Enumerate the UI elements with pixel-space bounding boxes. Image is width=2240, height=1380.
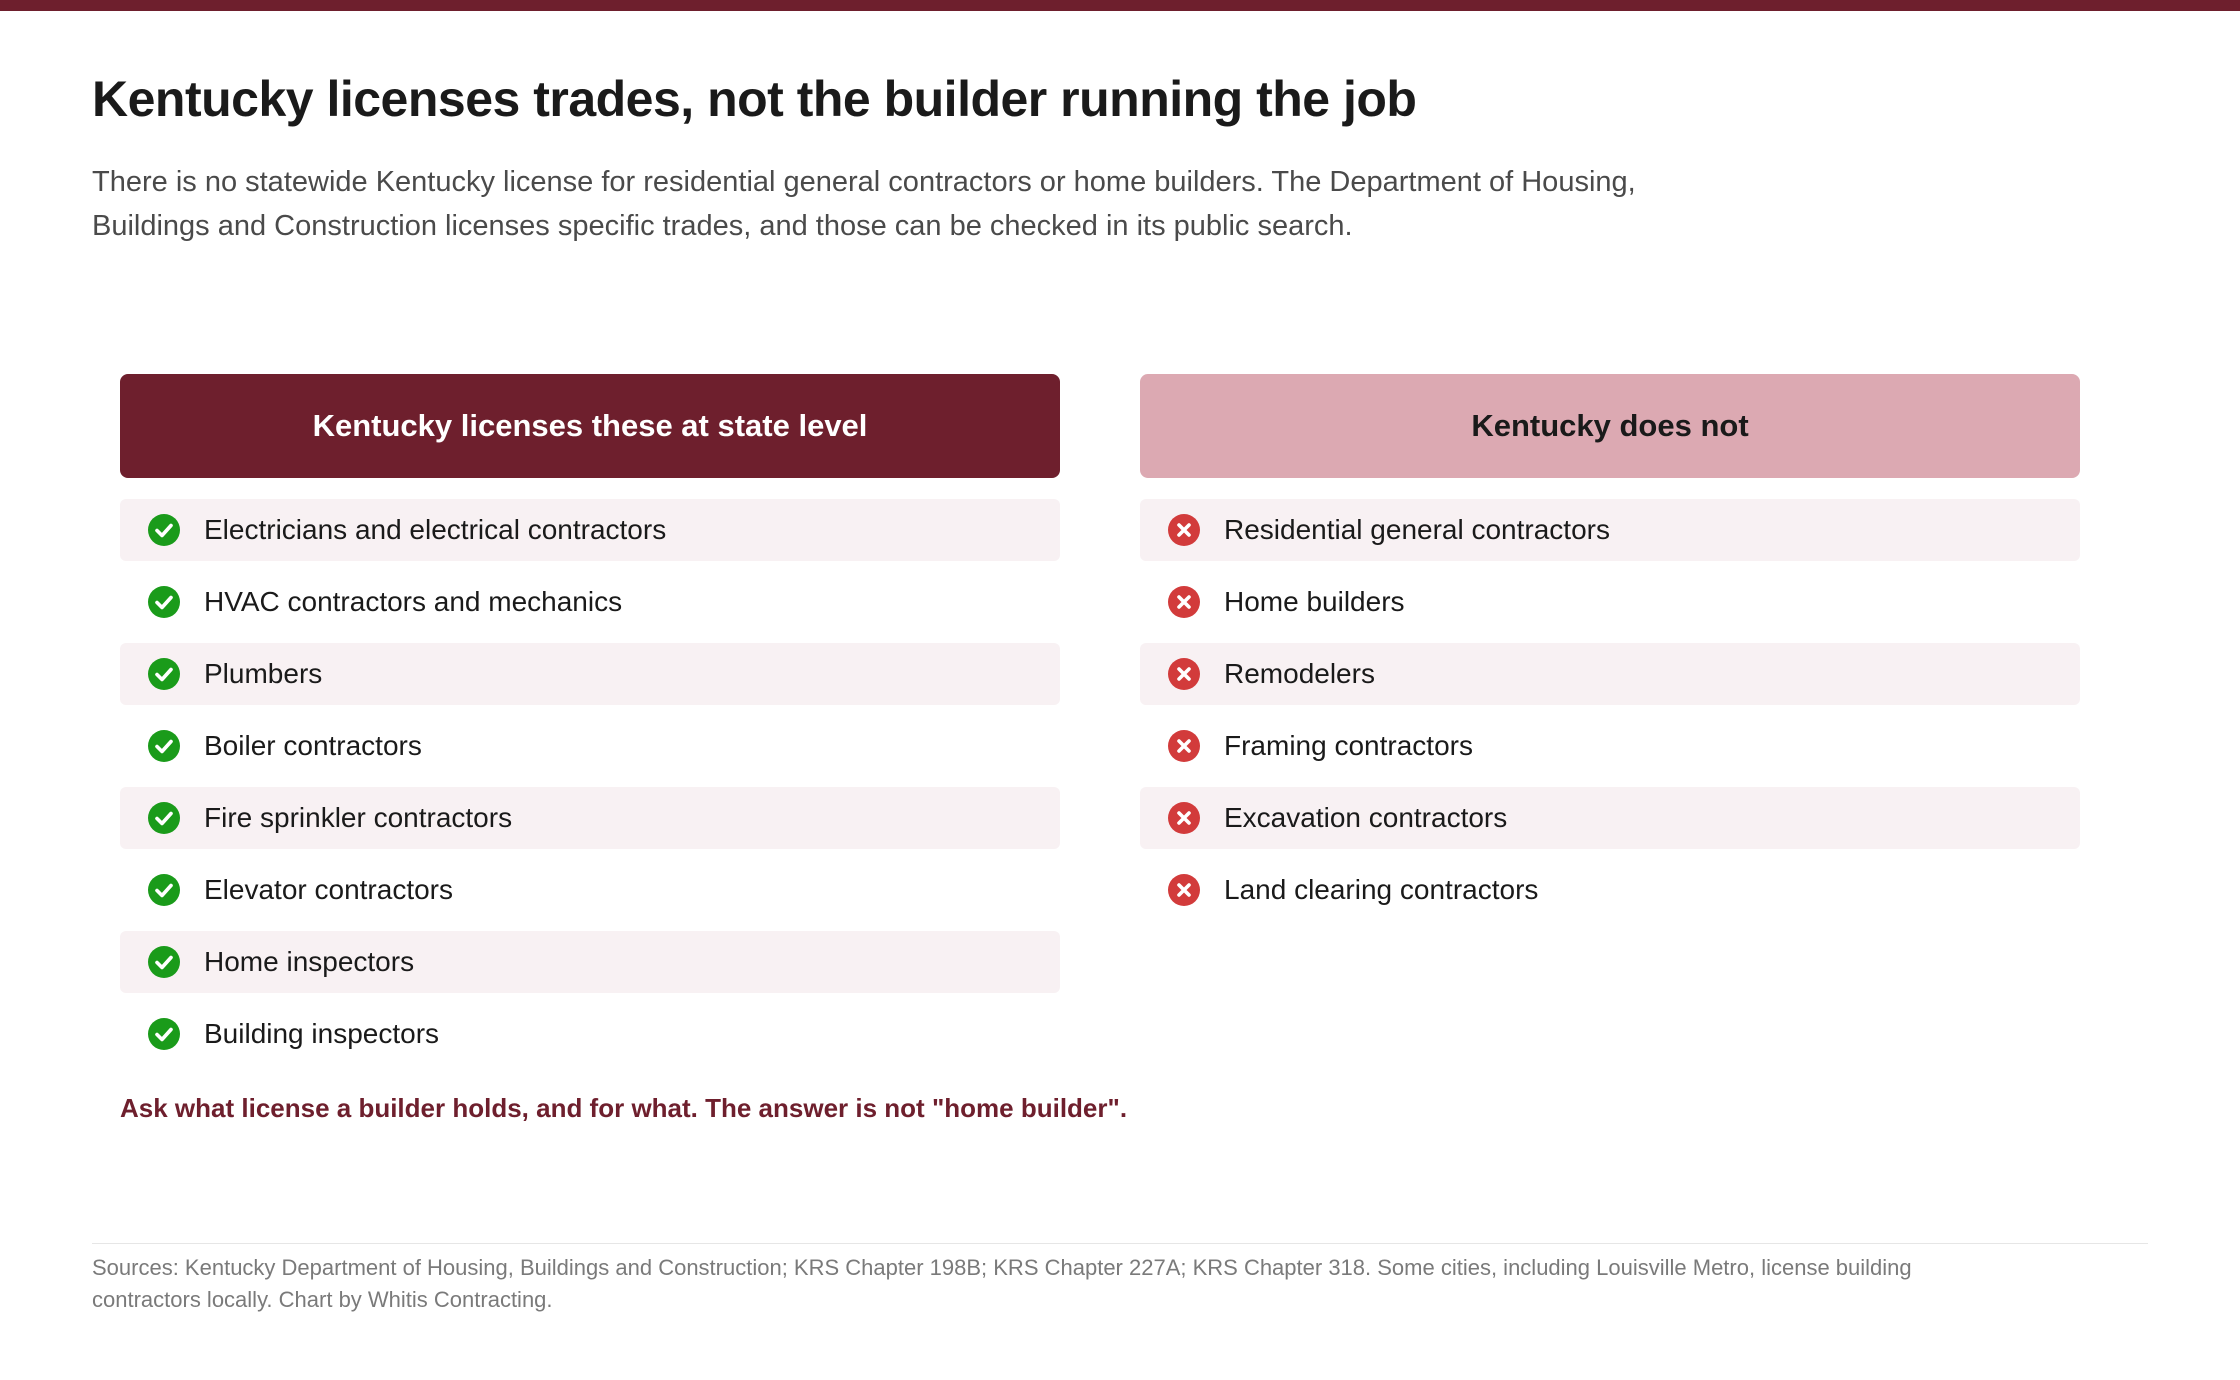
- list-item: Fire sprinkler contractors: [120, 787, 1060, 849]
- list-item-label: Excavation contractors: [1224, 802, 1508, 833]
- list-item: Land clearing contractors: [1140, 859, 2080, 921]
- list-item: Elevator contractors: [120, 859, 1060, 921]
- list-item-label: Elevator contractors: [204, 874, 453, 905]
- list-item: Framing contractors: [1140, 715, 2080, 777]
- footer-divider: [92, 1243, 2148, 1244]
- list-item: Excavation contractors: [1140, 787, 2080, 849]
- list-item-label: Home builders: [1224, 586, 1405, 617]
- list-item-label: Electricians and electrical contractors: [204, 514, 667, 545]
- list-item-label: Boiler contractors: [204, 730, 422, 761]
- check-circle-icon: [148, 874, 180, 906]
- callout-text: Ask what license a builder holds, and fo…: [120, 1093, 1128, 1123]
- list-item-label: Remodelers: [1224, 658, 1375, 689]
- list-item: Home inspectors: [120, 931, 1060, 993]
- list-item-label: Framing contractors: [1224, 730, 1473, 761]
- list-item-label: Land clearing contractors: [1224, 874, 1539, 905]
- licensed-list: Electricians and electrical contractors H…: [120, 499, 1060, 1065]
- list-item-label: Plumbers: [204, 658, 323, 689]
- top-accent-bar: [0, 0, 2240, 11]
- list-item-label: Residential general contractors: [1224, 514, 1610, 545]
- list-item: Boiler contractors: [120, 715, 1060, 777]
- sources-note: Sources: Kentucky Department of Housing,…: [92, 1255, 1912, 1312]
- licensed-column: Kentucky licenses these at state level E…: [120, 374, 1060, 1075]
- check-circle-icon: [148, 946, 180, 978]
- x-circle-icon: [1168, 586, 1200, 618]
- list-item-label: Fire sprinkler contractors: [204, 802, 513, 833]
- x-circle-icon: [1168, 658, 1200, 690]
- page-subtitle: There is no statewide Kentucky license f…: [92, 166, 1636, 242]
- list-item: Building inspectors: [120, 1003, 1060, 1065]
- list-item: HVAC contractors and mechanics: [120, 571, 1060, 633]
- not-licensed-list: Residential general contractors Home buil…: [1140, 499, 2080, 921]
- check-circle-icon: [148, 586, 180, 618]
- check-circle-icon: [148, 514, 180, 546]
- list-item: Plumbers: [120, 643, 1060, 705]
- not-licensed-column: Kentucky does not Residential general co…: [1140, 374, 2080, 931]
- check-circle-icon: [148, 802, 180, 834]
- list-item: Home builders: [1140, 571, 2080, 633]
- not-licensed-header: Kentucky does not: [1140, 374, 2080, 478]
- licensed-header: Kentucky licenses these at state level: [120, 374, 1060, 478]
- list-item: Remodelers: [1140, 643, 2080, 705]
- page-title: Kentucky licenses trades, not the builde…: [92, 71, 1417, 127]
- check-circle-icon: [148, 730, 180, 762]
- list-item: Residential general contractors: [1140, 499, 2080, 561]
- check-circle-icon: [148, 658, 180, 690]
- list-item-label: HVAC contractors and mechanics: [204, 586, 623, 617]
- list-item-label: Home inspectors: [204, 946, 415, 977]
- list-item-label: Building inspectors: [204, 1018, 440, 1049]
- check-circle-icon: [148, 1018, 180, 1050]
- x-circle-icon: [1168, 802, 1200, 834]
- x-circle-icon: [1168, 730, 1200, 762]
- list-item: Electricians and electrical contractors: [120, 499, 1060, 561]
- x-circle-icon: [1168, 874, 1200, 906]
- x-circle-icon: [1168, 514, 1200, 546]
